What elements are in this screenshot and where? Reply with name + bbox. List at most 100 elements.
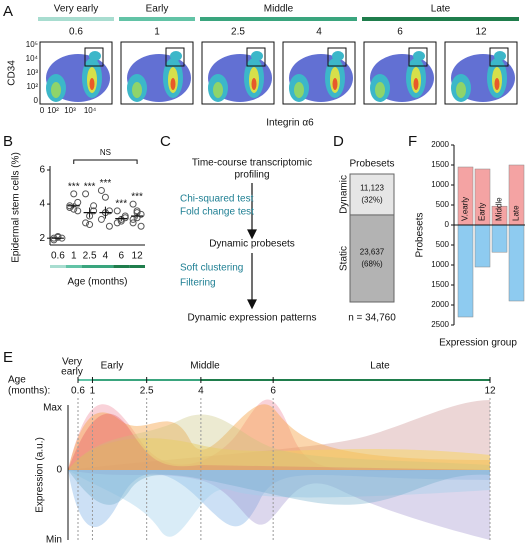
data-point — [97, 215, 105, 223]
x-axis-label: Expression group — [439, 338, 517, 349]
data-point — [82, 190, 90, 198]
data-point — [90, 207, 98, 215]
stage-name: Early — [101, 361, 124, 372]
stage-bar — [362, 17, 519, 21]
x-tick-label: 0.6 — [51, 251, 65, 262]
bar-segment — [349, 173, 395, 216]
data-point — [105, 207, 113, 215]
panel-label: D — [333, 133, 344, 150]
value-label: 23,637 — [360, 248, 385, 257]
data-point — [74, 207, 82, 215]
total-label: n = 34,760 — [348, 313, 396, 324]
y-tick-label: 0 — [34, 96, 39, 105]
panel-label: A — [3, 3, 13, 20]
y-tick-label: 1500 — [431, 160, 449, 169]
value-label: 11,123 — [360, 184, 384, 193]
y-tick-label: 1000 — [431, 180, 449, 189]
data-point — [129, 219, 137, 227]
curve — [68, 413, 490, 470]
stage-name: early — [61, 367, 83, 378]
chart-title: Probesets — [349, 159, 394, 170]
category-label: Middle — [495, 197, 504, 221]
stage-name: Late — [370, 361, 390, 372]
data-point — [90, 202, 98, 210]
y-tick-label: 2000 — [431, 300, 449, 309]
significance: *** — [131, 192, 143, 203]
cloud — [494, 51, 506, 61]
significance: *** — [100, 178, 112, 189]
bar — [508, 224, 525, 302]
stage-bar — [38, 17, 114, 21]
category-label: Early — [478, 203, 487, 221]
method: Chi-squared test — [180, 194, 254, 205]
flow-step: Dynamic probesets — [209, 239, 295, 250]
y-tick-label: 2500 — [431, 320, 449, 329]
y-tick-label: 2 — [39, 233, 45, 244]
y-tick-label: 500 — [436, 240, 450, 249]
significance: *** — [115, 199, 127, 210]
gate — [408, 47, 428, 67]
x-tick-label: 12 — [484, 386, 496, 397]
curve — [68, 470, 490, 505]
cloud — [332, 51, 344, 61]
curve — [68, 470, 490, 537]
stage-bar — [119, 17, 195, 21]
age-bar — [129, 265, 145, 268]
age-bar — [97, 265, 114, 268]
panel-label: F — [408, 133, 417, 150]
flow-arrows — [247, 183, 257, 310]
x-tick-label: 10² — [47, 106, 59, 115]
cloud — [332, 78, 338, 90]
y-tick-label: 10⁴ — [26, 54, 39, 63]
method: Filtering — [180, 278, 216, 289]
age-label: 4 — [316, 27, 322, 38]
category-label: Late — [512, 205, 521, 221]
y-axis-label: Epidermal stem cells (%) — [11, 152, 22, 263]
x-tick-label: 12 — [132, 251, 144, 262]
significance: *** — [68, 182, 80, 193]
flow-step: Time-course transcriptomic — [192, 158, 312, 169]
axis-label: (months): — [8, 386, 50, 397]
flow-plot — [120, 41, 194, 105]
cloud — [170, 51, 182, 61]
share-label: (32%) — [361, 196, 383, 205]
data-point — [74, 198, 82, 206]
age-bar — [113, 265, 130, 268]
axis-label: Age — [8, 375, 26, 386]
x-tick-label: 6 — [270, 386, 276, 397]
bar-segment — [349, 214, 395, 303]
bar — [474, 224, 491, 268]
flow-step: profiling — [234, 170, 269, 181]
x-tick-label: 1 — [90, 386, 96, 397]
cloud — [251, 51, 263, 61]
x-axis-label: Age (months) — [67, 277, 127, 288]
age-label: 6 — [397, 27, 403, 38]
stage-name: Middle — [264, 4, 294, 15]
age-label: 0.6 — [69, 27, 83, 38]
y-axis-label: Expression (a.u.) — [35, 437, 46, 513]
cloud — [89, 78, 95, 90]
bracket-label: NS — [100, 148, 111, 157]
segment-name: Static — [339, 246, 350, 271]
x-tick-label: 10³ — [64, 106, 76, 115]
flow-plot — [282, 41, 356, 105]
data-point — [105, 222, 113, 230]
y-tick-label: 1000 — [431, 260, 449, 269]
y-tick-label: 500 — [436, 200, 450, 209]
y-tick-label: Max — [43, 403, 62, 414]
stage-name: Middle — [190, 361, 220, 372]
category-label: V.early — [461, 197, 470, 221]
x-tick-label: 1 — [71, 251, 77, 262]
y-tick-label: 10³ — [26, 68, 38, 77]
data-point — [54, 233, 62, 241]
cloud — [51, 82, 61, 98]
y-tick-label: 0 — [56, 465, 62, 476]
y-axis-label: Probesets — [415, 212, 426, 257]
flow-step: Dynamic expression patterns — [188, 313, 317, 324]
y-tick-label: 10² — [26, 82, 38, 91]
data-point — [113, 207, 121, 215]
x-tick-label: 4 — [103, 251, 109, 262]
cloud — [375, 82, 385, 98]
cloud — [89, 51, 101, 61]
